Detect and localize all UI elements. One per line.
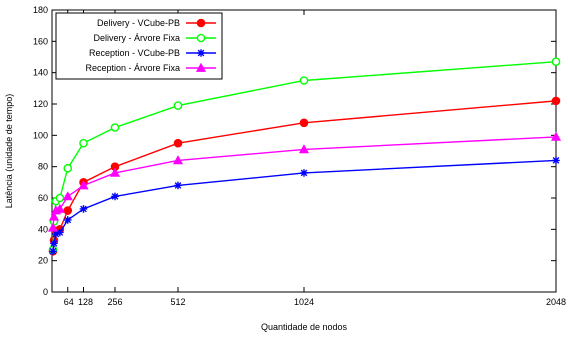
y-tick-label: 80: [38, 162, 48, 172]
legend-label: Delivery - Árvore Fixa: [93, 33, 180, 43]
y-tick-label: 100: [33, 130, 48, 140]
data-point: [64, 216, 72, 224]
series-2: [49, 58, 559, 253]
x-axis-label: Quantidade de nodos: [261, 322, 348, 332]
x-tick-label: 512: [170, 297, 185, 307]
series-layer: [49, 58, 560, 255]
data-point: [50, 240, 58, 248]
y-tick-label: 120: [33, 99, 48, 109]
data-point: [49, 247, 57, 255]
y-tick-label: 140: [33, 68, 48, 78]
data-point: [174, 182, 182, 190]
series-4: [49, 133, 560, 231]
y-tick-label: 160: [33, 36, 48, 46]
y-tick-label: 60: [38, 193, 48, 203]
y-axis-label: Latência (unidade de tempo): [4, 94, 14, 209]
legend-label: Reception - Árvore Fixa: [85, 63, 180, 73]
data-point: [300, 77, 307, 84]
data-point: [64, 192, 72, 200]
data-point: [300, 169, 308, 177]
legend-marker: [197, 49, 205, 57]
data-point: [174, 102, 181, 109]
x-tick-label: 64: [64, 297, 74, 307]
legend: Delivery - VCube-PB Delivery - Árvore Fix…: [56, 13, 222, 79]
data-point: [56, 229, 64, 237]
data-point: [64, 165, 71, 172]
data-point: [552, 58, 559, 65]
y-tick-label: 180: [33, 5, 48, 15]
data-point: [56, 194, 63, 201]
x-tick-label: 1024: [294, 297, 314, 307]
x-tick-label: 2048: [546, 297, 566, 307]
data-point: [111, 124, 118, 131]
data-point: [552, 157, 560, 165]
data-point: [111, 193, 119, 201]
data-point: [552, 97, 560, 105]
y-tick-label: 40: [38, 224, 48, 234]
data-point: [174, 139, 182, 147]
data-point: [80, 205, 88, 213]
data-point: [80, 140, 87, 147]
x-tick-label: 256: [107, 297, 122, 307]
legend-marker: [197, 19, 205, 27]
y-tick-label: 20: [38, 256, 48, 266]
legend-label: Delivery - VCube-PB: [97, 18, 180, 28]
legend-label: Reception - VCube-PB: [89, 48, 180, 58]
series-line: [53, 62, 556, 250]
x-tick-label: 128: [78, 297, 93, 307]
legend-marker: [197, 34, 204, 41]
y-tick-label: 0: [43, 287, 48, 297]
data-point: [300, 119, 308, 127]
data-point: [64, 207, 72, 215]
